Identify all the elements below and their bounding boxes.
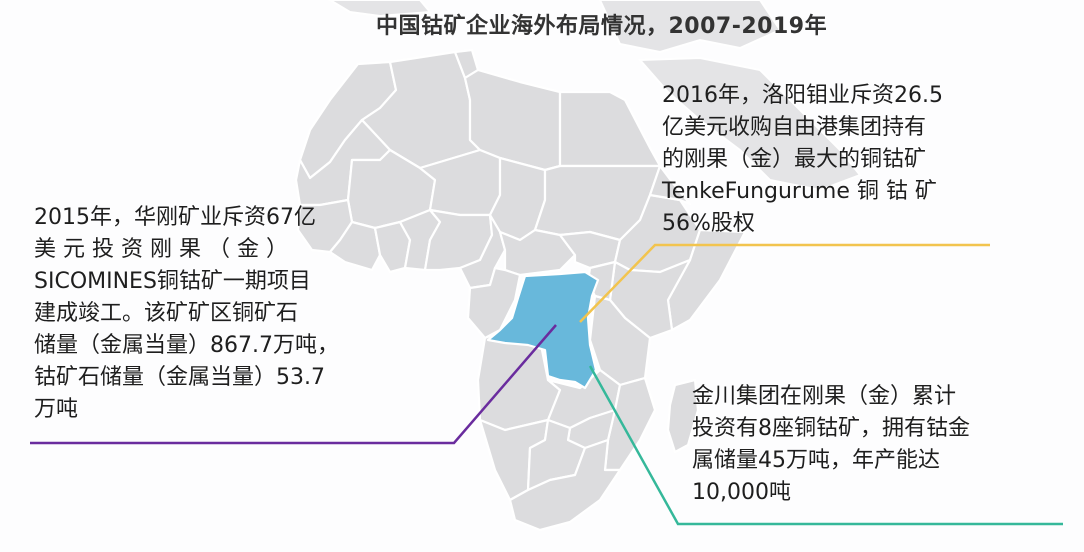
annotation-line: 钴矿石储量（金属当量）53.7 bbox=[34, 365, 325, 390]
annotation-jinchuan-group: 金川集团在刚果（金）累计 投资有8座铜钴矿，拥有钴金 属储量45万吨，年产能达 … bbox=[692, 381, 1040, 509]
drc-highlight bbox=[486, 270, 600, 390]
annotation-line: 投资有8座铜钴矿，拥有钴金 bbox=[692, 416, 970, 441]
annotation-line: 10,000吨 bbox=[692, 480, 791, 505]
annotation-line: 美 元 投 资 刚 果 （ 金 ） bbox=[34, 237, 288, 262]
annotation-line: 万吨 bbox=[34, 397, 79, 422]
annotation-line: TenkeFungurume 铜 钴 矿 bbox=[662, 179, 937, 204]
surrounding-land bbox=[328, 0, 862, 192]
annotation-line: 2015年，华刚矿业斥资67亿 bbox=[34, 205, 316, 230]
annotation-luoyang-molybdenum: 2016年，洛阳钼业斥资26.5 亿美元收购自由港集团持有 的刚果（金）最大的铜… bbox=[662, 80, 1000, 240]
africa-landmass bbox=[294, 48, 747, 532]
leader-line-southeast bbox=[588, 365, 1063, 526]
annotation-line: SICOMINES铜钴矿一期项目 bbox=[34, 269, 311, 294]
page-title: 中国钴矿企业海外布局情况，2007-2019年 bbox=[376, 14, 828, 39]
annotation-line: 建成竣工。该矿矿区铜矿石 bbox=[34, 301, 299, 326]
annotation-line: 56%股权 bbox=[662, 211, 755, 236]
leader-line-northeast bbox=[579, 243, 990, 323]
annotation-line: 的刚果（金）最大的铜钴矿 bbox=[662, 147, 927, 172]
leader-line-west bbox=[30, 324, 557, 445]
annotation-line: 金川集团在刚果（金）累计 bbox=[692, 384, 957, 409]
annotation-line: 亿美元收购自由港集团持有 bbox=[662, 115, 927, 140]
annotation-huagang-mining: 2015年，华刚矿业斥资67亿 美 元 投 资 刚 果 （ 金 ） SICOMI… bbox=[34, 202, 400, 426]
annotation-line: 属储量45万吨，年产能达 bbox=[692, 448, 940, 473]
annotation-line: 2016年，洛阳钼业斥资26.5 bbox=[662, 83, 943, 108]
annotation-line: 储量（金属当量）867.7万吨， bbox=[34, 333, 339, 358]
